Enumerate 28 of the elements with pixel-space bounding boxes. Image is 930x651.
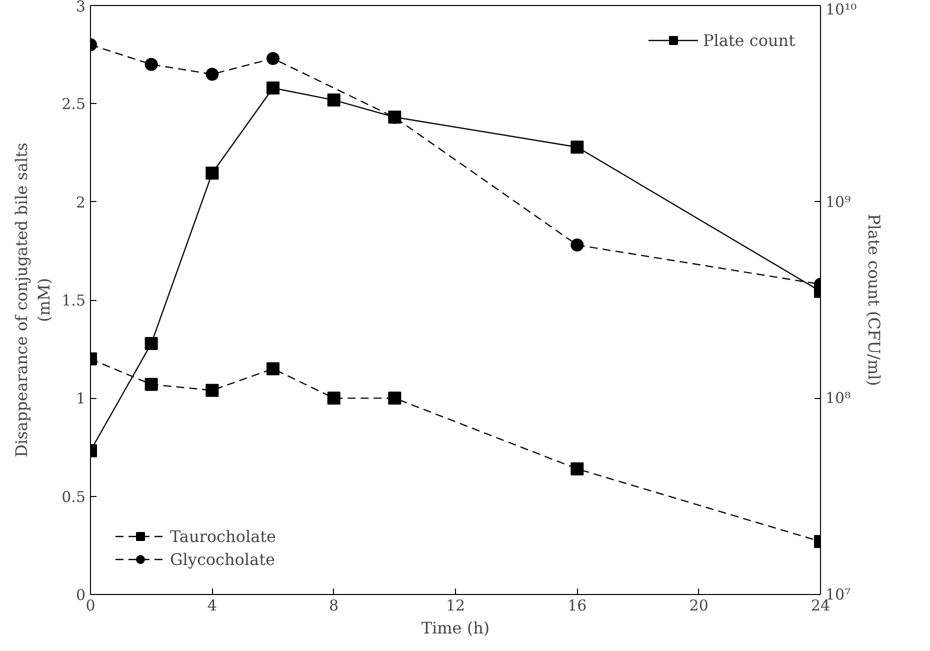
y-tick-label: 1: [76, 390, 86, 408]
point: [388, 392, 402, 405]
y-tick-label: 2: [76, 193, 86, 212]
y-axis-title: Disappearance of conjugated bile salts (mM): [12, 142, 54, 458]
y-tick-label: 2.5: [62, 95, 86, 114]
point: [206, 384, 219, 397]
x-tick-label: 12: [446, 596, 466, 614]
point: [327, 392, 340, 405]
legend-label: Taurocholate: [170, 526, 276, 546]
y2-tick-label: 10⁹: [826, 192, 851, 211]
y-tick-label: 3: [76, 0, 86, 16]
y-tick-label: 1.5: [62, 292, 86, 310]
y2-tick-label: 10¹⁰: [826, 0, 857, 18]
x-tick-label: 8: [329, 596, 339, 614]
point: [144, 378, 158, 391]
x-tick-label: 16: [568, 596, 587, 614]
legend-label: Plate count: [702, 30, 795, 50]
point: [266, 362, 280, 376]
x-tick-label: 20: [689, 596, 708, 614]
x-axis-title: Time (h): [421, 618, 490, 638]
y2-axis-title: Plate count (CFU/ml): [864, 214, 884, 386]
legend-label: Glycocholate: [170, 550, 275, 568]
y2-tick-label: 10⁸: [826, 389, 851, 408]
y-tick-label: 0.5: [62, 488, 86, 506]
point: [206, 68, 219, 81]
point: [144, 58, 158, 71]
point: [266, 52, 280, 65]
x-tick-label: 4: [207, 596, 217, 614]
